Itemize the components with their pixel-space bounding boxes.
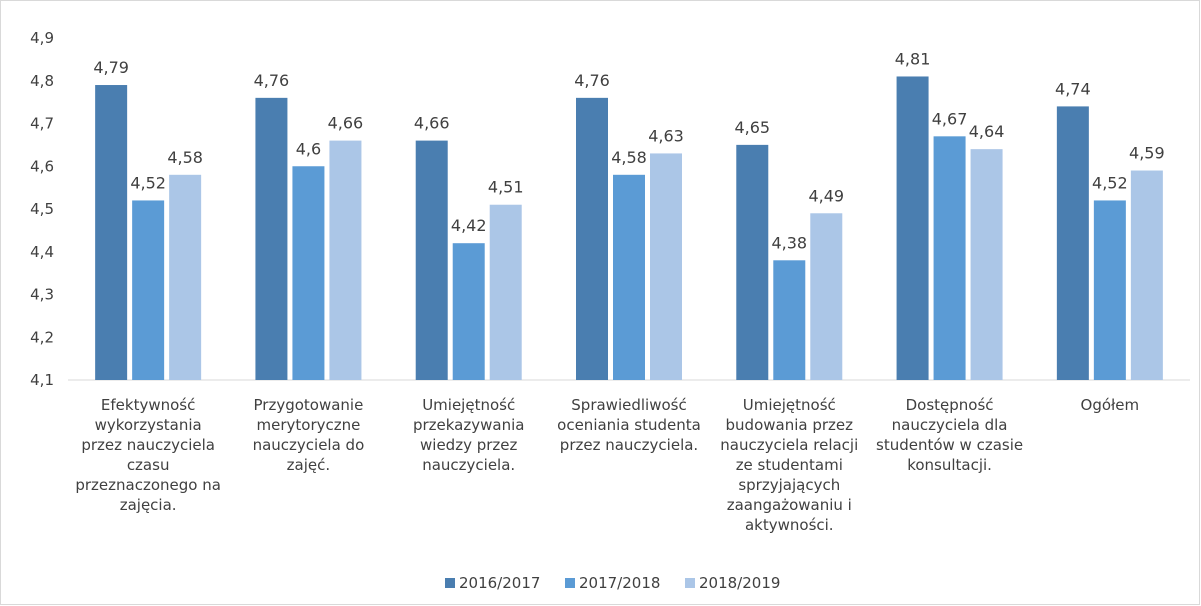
- data-label: 4,67: [932, 109, 968, 128]
- data-label: 4,58: [167, 148, 203, 167]
- y-tick-label: 4,8: [30, 72, 54, 90]
- data-label: 4,42: [451, 216, 487, 235]
- x-tick-label: Efektywność wykorzystania przez nauczyci…: [75, 396, 221, 514]
- bar: [415, 140, 448, 380]
- bar: [255, 97, 288, 380]
- legend-label: 2018/2019: [699, 574, 780, 592]
- x-tick-label: Umiejętność przekazywania wiedzy przez n…: [412, 396, 525, 474]
- data-label: 4,76: [574, 71, 610, 90]
- bar: [329, 140, 362, 380]
- data-label: 4,79: [93, 58, 129, 77]
- y-tick-label: 4,1: [30, 371, 54, 389]
- legend-swatch: [445, 578, 455, 588]
- data-label: 4,49: [808, 186, 844, 205]
- legend-label: 2017/2018: [579, 574, 660, 592]
- data-label: 4,59: [1129, 144, 1165, 163]
- data-label: 4,51: [488, 178, 524, 197]
- x-tick-label: Dostępność nauczyciela dla studentów w c…: [876, 396, 1024, 474]
- bar: [1056, 106, 1089, 381]
- y-tick-label: 4,6: [30, 157, 54, 175]
- y-tick-label: 4,7: [30, 115, 54, 133]
- data-label: 4,81: [895, 49, 931, 68]
- bar: [736, 144, 769, 380]
- y-tick-label: 4,2: [30, 328, 54, 346]
- data-label: 4,76: [254, 71, 290, 90]
- data-label: 4,6: [296, 139, 321, 158]
- bar: [933, 136, 966, 380]
- data-label: 4,58: [611, 148, 647, 167]
- data-label: 4,38: [771, 233, 807, 252]
- bar: [650, 153, 682, 380]
- data-label: 4,63: [648, 126, 684, 145]
- data-label: 4,52: [1092, 173, 1128, 192]
- bar: [576, 97, 608, 380]
- bar: [810, 213, 843, 380]
- y-tick-label: 4,4: [30, 243, 54, 261]
- x-tick-label: Umiejętność budowania przez nauczyciela …: [720, 396, 859, 534]
- data-label: 4,65: [734, 118, 770, 137]
- bar: [896, 76, 929, 380]
- x-tick-label: Przygotowanie merytoryczne nauczyciela d…: [252, 396, 365, 474]
- x-tick-label: Ogółem: [1080, 396, 1140, 414]
- bar: [613, 174, 645, 380]
- data-label: 4,52: [130, 173, 166, 192]
- data-label: 4,74: [1055, 79, 1091, 98]
- bar: [169, 174, 202, 380]
- y-tick-label: 4,5: [30, 200, 54, 218]
- data-label: 4,66: [328, 114, 364, 133]
- legend-label: 2016/2017: [459, 574, 540, 592]
- data-label: 4,66: [414, 114, 450, 133]
- bar: [452, 243, 485, 380]
- bar: [1130, 170, 1163, 380]
- bar: [773, 260, 806, 380]
- bar: [1093, 200, 1126, 380]
- data-label: 4,64: [969, 122, 1005, 141]
- y-tick-label: 4,9: [30, 29, 54, 47]
- bar: [489, 204, 522, 380]
- legend-swatch: [685, 578, 695, 588]
- legend-swatch: [565, 578, 575, 588]
- bar: [970, 149, 1003, 380]
- bar: [292, 166, 325, 380]
- x-tick-label: Sprawiedliwość oceniania studenta przez …: [557, 396, 701, 454]
- bar: [95, 85, 128, 381]
- y-tick-label: 4,3: [30, 286, 54, 304]
- bar: [132, 200, 165, 380]
